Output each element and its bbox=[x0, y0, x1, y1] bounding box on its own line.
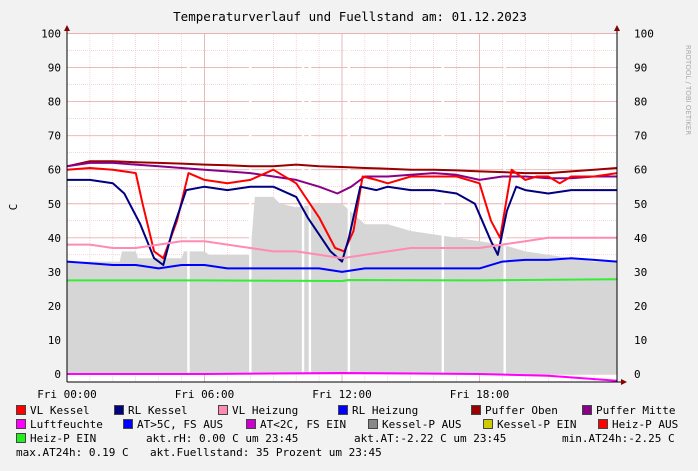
series-lines bbox=[66, 160, 618, 382]
fill-gap bbox=[187, 34, 190, 374]
x-tick-label: Fri 00:00 bbox=[37, 388, 97, 400]
y-tick-label-left: 10 bbox=[48, 334, 61, 347]
y-tick-label-left: 90 bbox=[48, 62, 61, 75]
y-axis-left-arrow bbox=[64, 25, 70, 31]
y-tick-label-right: 10 bbox=[634, 334, 647, 347]
y-axis-label: C bbox=[7, 204, 20, 211]
y-tick-label-right: 40 bbox=[634, 232, 647, 245]
y-tick-label-right: 30 bbox=[634, 266, 647, 279]
series-line-rl-heizung bbox=[66, 257, 618, 273]
legend-swatch bbox=[598, 419, 608, 429]
fill-gap bbox=[441, 34, 445, 374]
legend-label: Kessel-P AUS bbox=[382, 418, 462, 431]
y-tick-label-right: 100 bbox=[634, 28, 654, 41]
series-line-vl-kessel bbox=[66, 167, 618, 260]
legend-item-puffer-oben: Puffer Oben bbox=[471, 404, 558, 418]
current-rh: akt.rH: 0.00 C um 23:45 bbox=[146, 432, 299, 445]
legend-item-vl-heizung: VL Heizung bbox=[218, 404, 298, 418]
y-tick-label-left: 0 bbox=[54, 368, 61, 381]
legend-item-vl-kessel: VL Kessel bbox=[16, 404, 90, 418]
legend-label: VL Kessel bbox=[30, 404, 90, 417]
legend-item-luftfeuchte: Luftfeuchte bbox=[16, 418, 103, 432]
legend-item-rl-heizung: RL Heizung bbox=[338, 404, 418, 418]
y-tick-label-right: 80 bbox=[634, 96, 647, 109]
legend-item-at-gt-5c: AT>5C, FS AUS bbox=[123, 418, 223, 432]
series-line-rl-kessel bbox=[67, 178, 617, 266]
fill-gap bbox=[347, 34, 351, 374]
legend-swatch bbox=[338, 405, 348, 415]
legend-swatch bbox=[16, 419, 26, 429]
y-axis-right-arrow bbox=[614, 25, 620, 31]
legend-row-3: Heiz-P EIN akt.rH: 0.00 C um 23:45 akt.A… bbox=[16, 432, 696, 446]
legend-item-rl-kessel: RL Kessel bbox=[114, 404, 188, 418]
series-line-vl-heizung bbox=[67, 236, 617, 260]
legend-swatch bbox=[16, 433, 26, 443]
legend-label: RL Heizung bbox=[352, 404, 419, 417]
fill-gap bbox=[249, 34, 252, 374]
chart-title: Temperaturverlauf und Fuellstand am: 01.… bbox=[173, 9, 527, 24]
min-outdoor-temp-24h: min.AT24h:-2.25 C bbox=[562, 432, 675, 445]
y-tick-label-left: 30 bbox=[48, 266, 61, 279]
legend-swatch bbox=[582, 405, 592, 415]
legend-label: Heiz-P AUS bbox=[612, 418, 679, 431]
y-tick-label-left: 40 bbox=[48, 232, 61, 245]
y-tick-label-left: 60 bbox=[48, 164, 61, 177]
series-line-luftfeuchte bbox=[67, 372, 618, 382]
tick-labels: 0 0 10 10 20 20 30 30 40 40 50 50 60 60 70 70 80 80 90 90 10… bbox=[37, 28, 654, 401]
legend-item-puffer-mitte: Puffer Mitte bbox=[582, 404, 675, 418]
legend-label: Kessel-P EIN bbox=[497, 418, 577, 431]
axes bbox=[64, 25, 627, 385]
legend-label: Puffer Oben bbox=[485, 404, 558, 417]
legend-item-kessel-p-aus: Kessel-P AUS bbox=[368, 418, 461, 432]
legend-label: AT<2C, FS EIN bbox=[260, 418, 347, 431]
y-tick-label-left: 70 bbox=[48, 130, 61, 143]
y-tick-label-left: 80 bbox=[48, 96, 61, 109]
legend-label: Puffer Mitte bbox=[596, 404, 676, 417]
legend-row-2: Luftfeuchte AT>5C, FS AUS AT<2C, FS EIN … bbox=[16, 418, 696, 432]
x-tick-label: Fri 06:00 bbox=[175, 388, 235, 400]
legend-row-4: max.AT24h: 0.19 C akt.Fuellstand: 35 Pro… bbox=[16, 446, 696, 460]
y-tick-label-right: 20 bbox=[634, 300, 647, 313]
fill-area-shape bbox=[67, 196, 617, 374]
legend: VL Kessel RL Kessel VL Heizung RL Heizun… bbox=[16, 404, 696, 460]
legend-item-heiz-p-aus: Heiz-P AUS bbox=[598, 418, 678, 432]
series-line-puffer-oben bbox=[66, 160, 618, 175]
legend-swatch bbox=[368, 419, 378, 429]
current-outdoor-temp: akt.AT:-2.22 C um 23:45 bbox=[354, 432, 507, 445]
y-tick-label-left: 100 bbox=[41, 28, 61, 41]
legend-item-heiz-p-ein: Heiz-P EIN bbox=[16, 432, 96, 446]
y-tick-label-right: 70 bbox=[634, 130, 647, 143]
y-tick-label-left: 50 bbox=[48, 198, 61, 211]
fill-gap bbox=[301, 34, 305, 374]
rrdtool-watermark: RRDTOOL / TOBI OETIKER bbox=[684, 45, 692, 135]
temperature-chart: Temperaturverlauf und Fuellstand am: 01.… bbox=[7, 9, 692, 401]
legend-swatch bbox=[483, 419, 493, 429]
max-outdoor-temp-24h: max.AT24h: 0.19 C bbox=[16, 446, 129, 459]
y-tick-label-right: 90 bbox=[634, 62, 647, 75]
legend-swatch bbox=[218, 405, 228, 415]
legend-swatch bbox=[123, 419, 133, 429]
legend-swatch bbox=[16, 405, 26, 415]
x-axis-arrow bbox=[621, 379, 627, 385]
current-fill-level: akt.Fuellstand: 35 Prozent um 23:45 bbox=[150, 446, 382, 459]
x-tick-label: Fri 12:00 bbox=[312, 388, 372, 400]
fill-gap bbox=[503, 34, 506, 374]
series-line-heiz-p-ein bbox=[67, 278, 618, 282]
x-tick-label: Fri 18:00 bbox=[450, 388, 510, 400]
legend-item-at-lt-2c: AT<2C, FS EIN bbox=[246, 418, 346, 432]
legend-label: VL Heizung bbox=[232, 404, 299, 417]
legend-item-kessel-p-ein: Kessel-P EIN bbox=[483, 418, 576, 432]
legend-label: Luftfeuchte bbox=[30, 418, 103, 431]
legend-label: RL Kessel bbox=[128, 404, 188, 417]
y-tick-label-left: 20 bbox=[48, 300, 61, 313]
legend-label: AT>5C, FS AUS bbox=[137, 418, 224, 431]
legend-swatch bbox=[114, 405, 124, 415]
legend-swatch bbox=[246, 419, 256, 429]
y-tick-label-right: 50 bbox=[634, 198, 647, 211]
legend-row-1: VL Kessel RL Kessel VL Heizung RL Heizun… bbox=[16, 404, 696, 418]
y-tick-label-right: 0 bbox=[634, 368, 641, 381]
legend-label: Heiz-P EIN bbox=[30, 432, 97, 445]
legend-swatch bbox=[471, 405, 481, 415]
y-tick-label-right: 60 bbox=[634, 164, 647, 177]
